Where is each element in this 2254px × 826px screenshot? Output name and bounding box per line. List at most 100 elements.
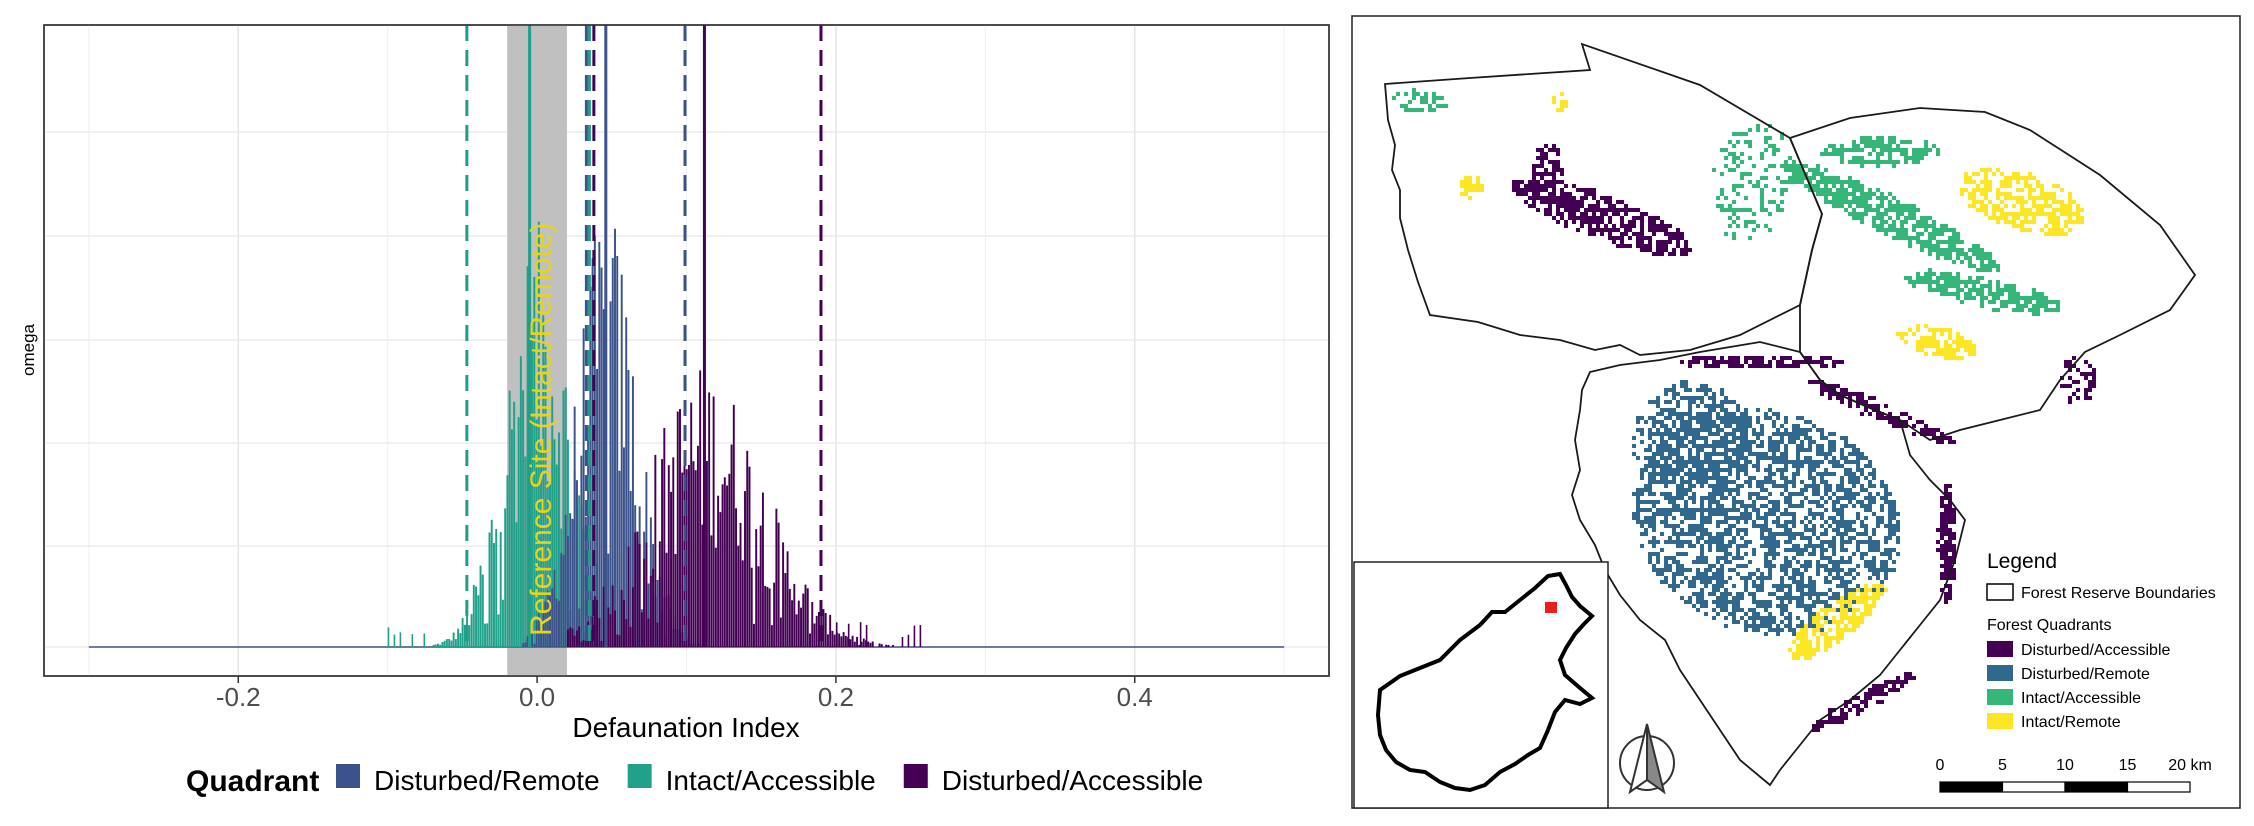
histogram-bar xyxy=(461,618,464,647)
histogram-bar xyxy=(710,535,713,647)
histogram-bar xyxy=(582,639,585,647)
histogram-bar xyxy=(755,529,758,647)
histogram-bar xyxy=(611,585,614,647)
histogram-bar xyxy=(800,607,802,647)
histogram-bar xyxy=(835,622,838,647)
histogram-bar xyxy=(811,601,814,647)
histogram-bar xyxy=(766,586,769,647)
histogram-bar xyxy=(687,464,690,647)
histogram-bar xyxy=(759,525,762,647)
histogram-bar xyxy=(652,568,655,647)
histogram-bar xyxy=(645,542,648,647)
histogram-bar xyxy=(887,644,890,647)
histogram-bar xyxy=(562,554,565,647)
histogram-bar xyxy=(741,560,744,647)
x-tick-label: 0.0 xyxy=(519,682,555,712)
histogram-bar xyxy=(885,644,888,647)
histogram-bar xyxy=(813,623,816,647)
histogram-bar xyxy=(744,491,746,647)
histogram-bar xyxy=(510,429,513,647)
histogram-bar xyxy=(676,411,679,647)
histogram-bar xyxy=(432,644,435,647)
histogram-bar xyxy=(730,444,733,647)
histogram-bar xyxy=(501,599,504,647)
histogram-bar xyxy=(663,428,666,647)
histogram-bar xyxy=(475,586,478,647)
histogram-bar xyxy=(596,599,599,647)
histogram-bar xyxy=(490,519,493,647)
histogram-bar xyxy=(622,599,625,647)
histogram-bar xyxy=(629,490,632,647)
histogram-bar xyxy=(627,546,630,647)
histogram-bar xyxy=(607,607,610,647)
histogram-bar xyxy=(560,552,563,647)
histogram-bar xyxy=(775,508,778,647)
histogram-bar xyxy=(719,512,722,647)
histogram-bar xyxy=(640,612,643,647)
histogram-bar xyxy=(901,636,904,647)
histogram-bar xyxy=(815,615,818,647)
histogram-bar xyxy=(777,522,780,647)
histogram-bar xyxy=(672,457,675,647)
histogram-bar xyxy=(752,623,755,647)
histogram-bar xyxy=(522,390,525,647)
histogram-bar xyxy=(907,634,910,647)
histogram-bar xyxy=(717,495,720,647)
histogram-bar xyxy=(504,508,507,647)
histogram-bar xyxy=(862,638,865,647)
histogram-bar xyxy=(809,633,811,647)
reference-site-label: Reference Site (Intact/Remote) xyxy=(525,222,558,636)
histogram-bar xyxy=(506,475,509,647)
histogram-bar xyxy=(558,600,560,647)
histogram-bar xyxy=(423,633,426,647)
histogram-bar xyxy=(761,492,764,647)
histogram-bar xyxy=(625,317,628,647)
histogram-bar xyxy=(842,632,845,647)
histogram-bar xyxy=(844,635,847,647)
histogram-bar xyxy=(499,532,502,647)
histogram-bar xyxy=(631,587,634,647)
histogram-bar xyxy=(600,640,603,647)
histogram-bar xyxy=(791,600,794,647)
legend-label: Disturbed/Accessible xyxy=(942,765,1203,796)
histogram-bar xyxy=(849,639,852,647)
histogram-bar xyxy=(847,623,850,647)
histogram-bar xyxy=(699,370,702,647)
histogram-bar xyxy=(824,613,827,647)
histogram-bar xyxy=(865,624,868,647)
histogram-bar xyxy=(575,480,578,647)
legend-swatch xyxy=(903,764,928,788)
histogram-bar xyxy=(804,584,807,647)
histogram-bar xyxy=(618,635,621,647)
x-axis-ticks: -0.2 0.0 0.2 0.4 xyxy=(216,676,1153,712)
histogram-bar xyxy=(477,595,480,647)
histogram-bar xyxy=(598,617,601,647)
histogram-bar xyxy=(748,466,751,647)
histogram-bar xyxy=(732,404,735,647)
histogram-bar xyxy=(840,636,843,647)
histogram-bar xyxy=(806,588,809,647)
x-axis-title: Defaunation Index xyxy=(572,712,799,743)
histogram-bar xyxy=(564,514,567,647)
histogram-bar xyxy=(472,584,475,647)
histogram-bar xyxy=(770,625,773,647)
histogram-bar xyxy=(450,640,453,647)
histogram-bar xyxy=(459,633,462,647)
histogram-bar xyxy=(566,629,569,647)
histogram-bar xyxy=(580,641,583,647)
histogram-bar xyxy=(522,643,525,647)
histogram-bar xyxy=(735,508,738,647)
histogram-bar xyxy=(757,566,760,647)
histogram-bar xyxy=(614,610,616,647)
histogram-bar xyxy=(484,623,486,647)
histogram-bar xyxy=(681,472,684,647)
histogram-bar xyxy=(497,614,500,647)
histogram-bar xyxy=(436,643,439,647)
histogram-bar xyxy=(822,609,825,647)
histogram-bar xyxy=(878,643,881,647)
histogram-bar xyxy=(625,619,628,647)
histogram-bar xyxy=(609,301,612,647)
histogram-bar xyxy=(712,396,715,647)
histogram-bar xyxy=(609,614,612,647)
histogram-bar xyxy=(739,522,742,647)
